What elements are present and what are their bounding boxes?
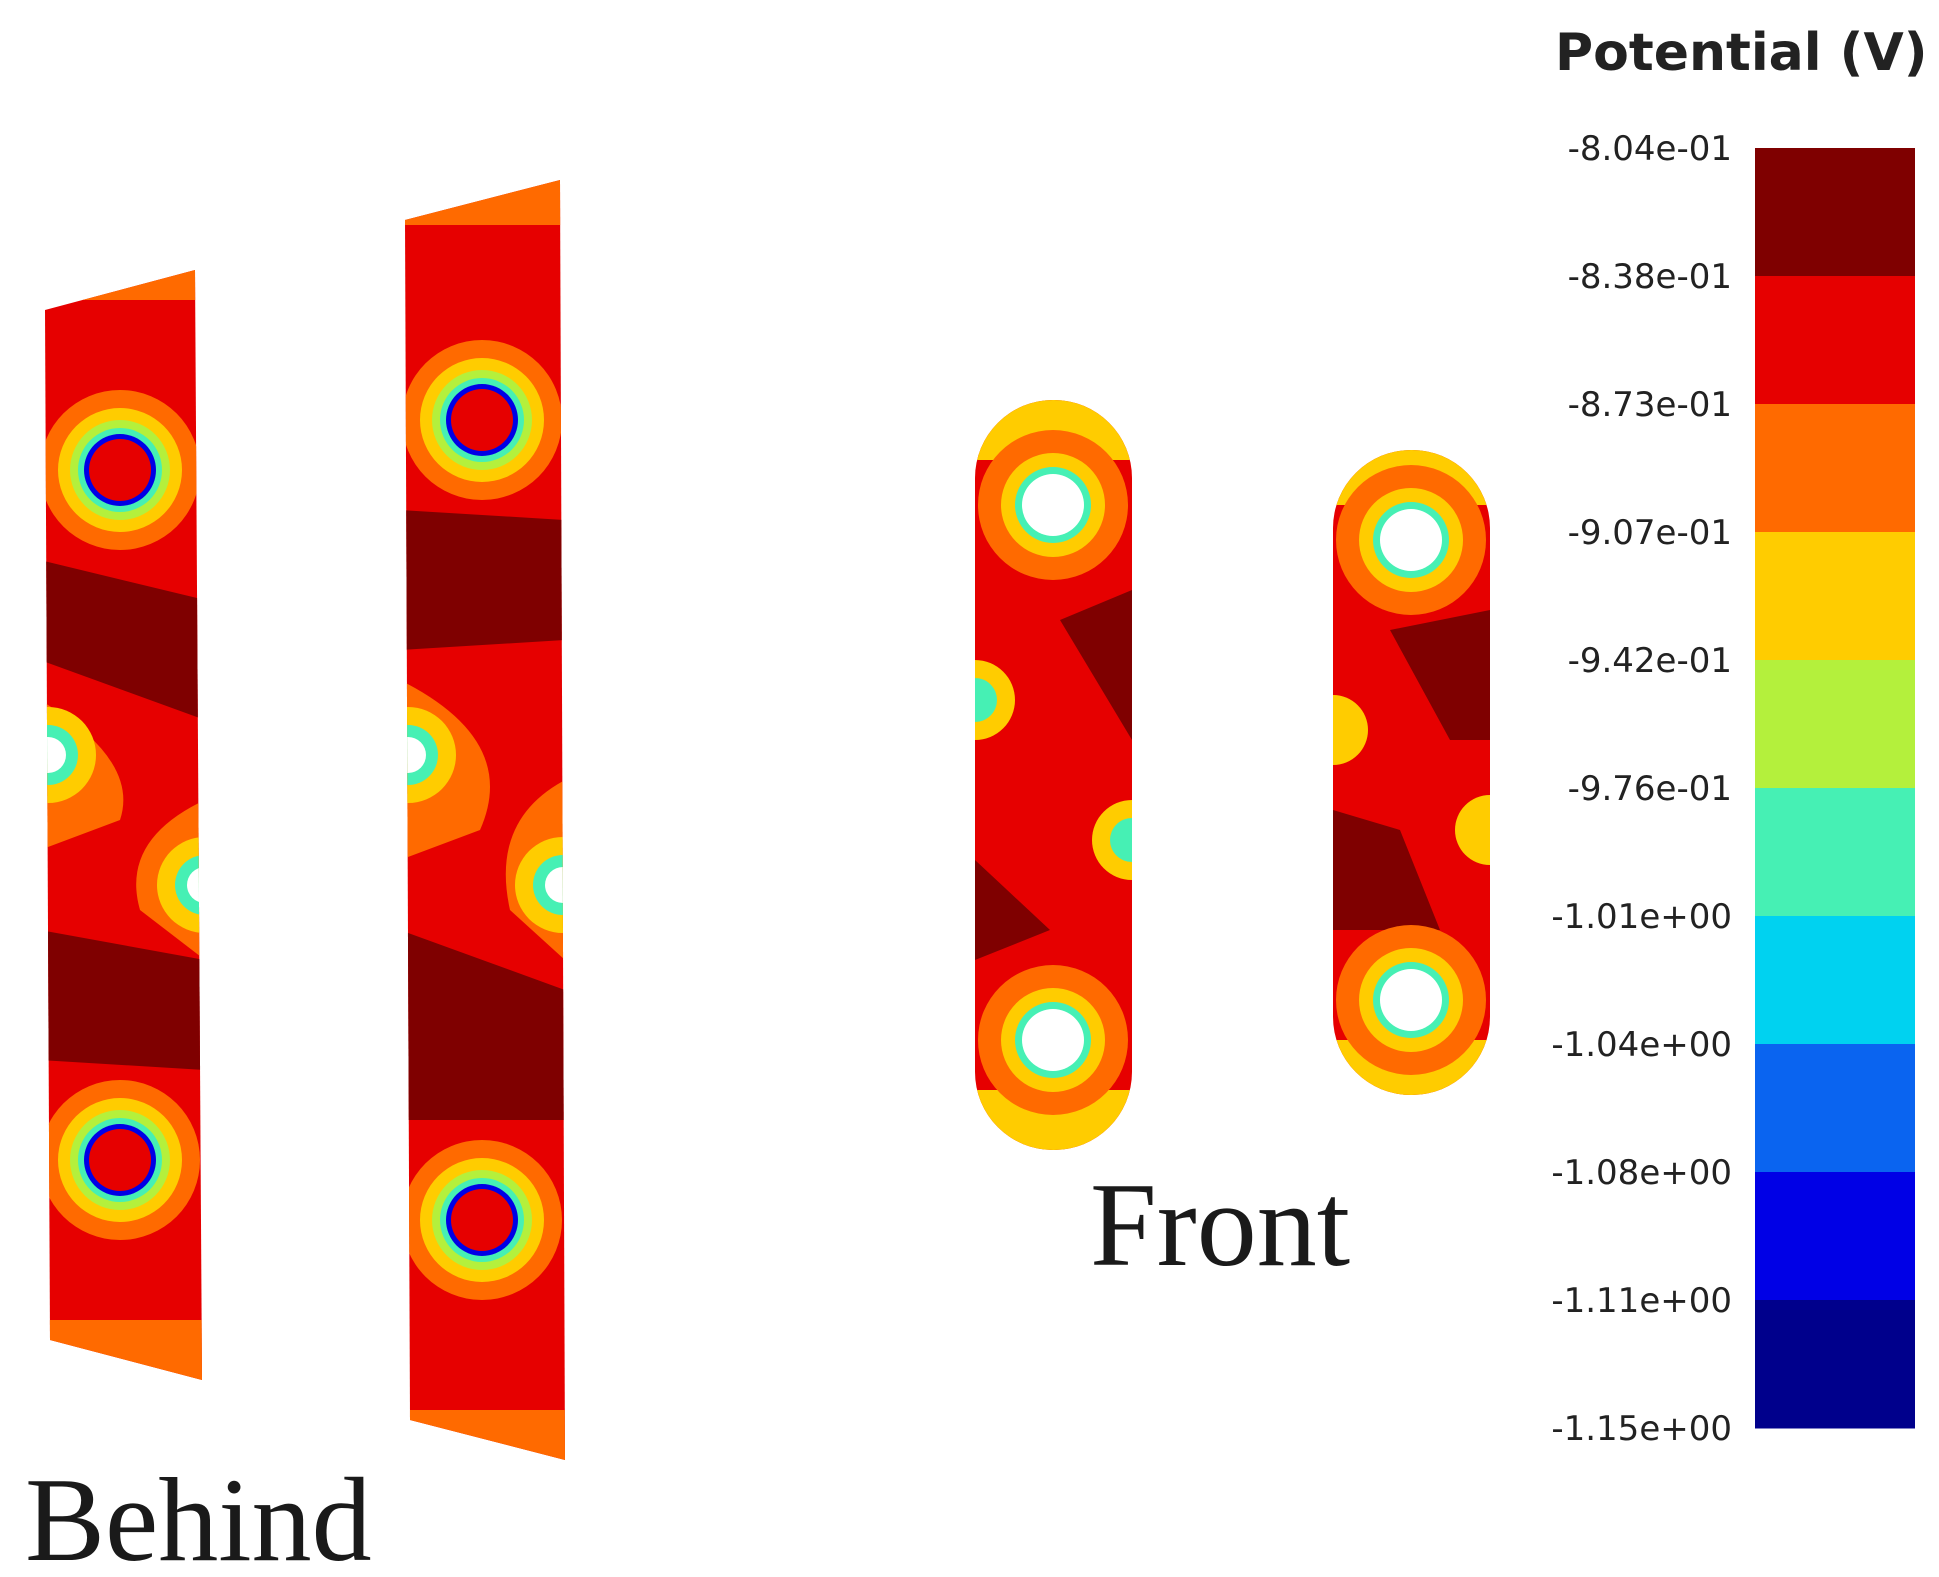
legend-tick-label: -1.08e+00 — [1551, 1153, 1732, 1193]
legend-band — [1755, 1044, 1915, 1173]
legend-color-bar — [1755, 148, 1915, 1429]
legend-band — [1755, 276, 1915, 405]
legend-tick-label: -1.04e+00 — [1551, 1025, 1732, 1065]
legend-tick-labels: -8.04e-01 -8.38e-01 -8.73e-01 -9.07e-01 -9.4… — [1551, 129, 1732, 1449]
legend-tick-label: -9.07e-01 — [1568, 513, 1732, 553]
front-plate-left — [975, 400, 1132, 1150]
legend-tick-label: -9.42e-01 — [1568, 641, 1732, 681]
legend-band — [1755, 660, 1915, 789]
front-plate-right — [1333, 450, 1490, 1095]
legend-band — [1755, 788, 1915, 917]
legend-tick-label: -9.76e-01 — [1568, 769, 1732, 809]
legend-tick-label: -8.73e-01 — [1568, 385, 1732, 425]
front-label: Front — [1090, 1158, 1350, 1291]
legend-band — [1755, 1300, 1915, 1429]
legend-tick-label: -1.01e+00 — [1551, 897, 1732, 937]
legend-title: Potential (V) — [1555, 23, 1927, 83]
color-legend: Potential (V) -8.04e-01 -8.38e-01 -8.73e-0… — [1551, 23, 1927, 1449]
legend-tick-label: -8.04e-01 — [1568, 129, 1732, 169]
legend-tick-label: -1.15e+00 — [1551, 1409, 1732, 1449]
legend-tick-label: -1.11e+00 — [1551, 1281, 1732, 1321]
legend-band — [1755, 1172, 1915, 1301]
behind-plate-right — [405, 180, 565, 1460]
legend-band — [1755, 916, 1915, 1045]
legend-band — [1755, 404, 1915, 533]
legend-band — [1755, 532, 1915, 661]
behind-label: Behind — [25, 1453, 372, 1577]
behind-plate-left — [45, 270, 202, 1380]
legend-tick-label: -8.38e-01 — [1568, 257, 1732, 297]
legend-band — [1755, 148, 1915, 277]
